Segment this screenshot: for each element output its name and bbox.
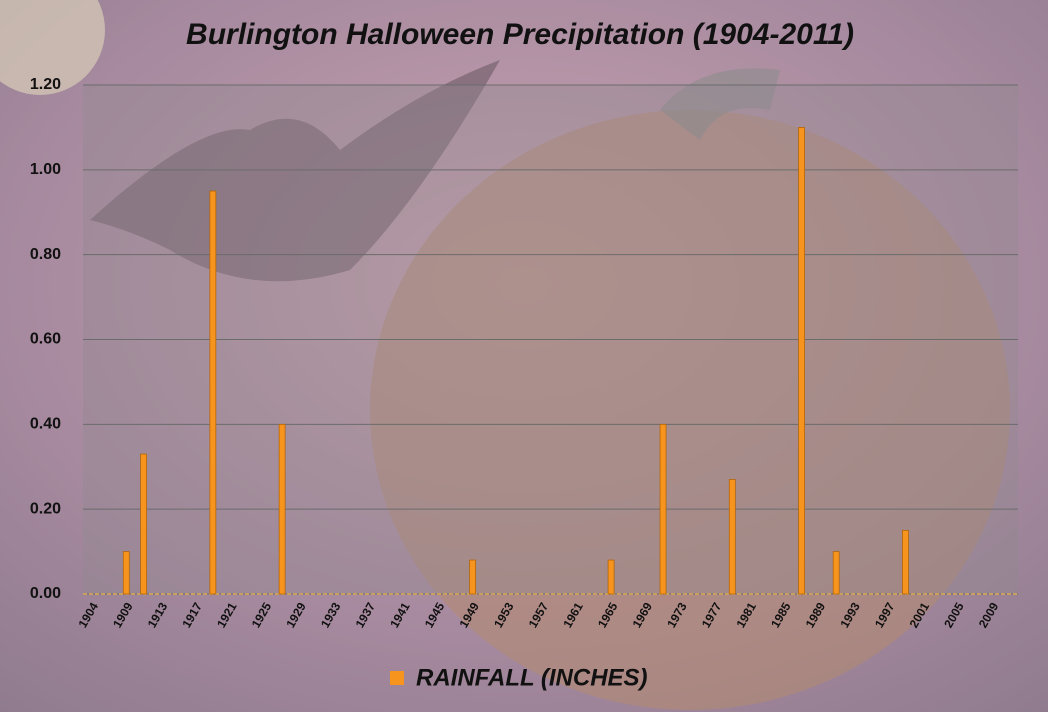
bat [90, 60, 500, 282]
pumpkin-stem [660, 68, 780, 140]
y-tick-label: 0.80 [30, 246, 61, 263]
bar [607, 559, 615, 595]
legend-swatch [390, 671, 404, 685]
y-tick-label: 1.20 [30, 76, 61, 93]
bar [659, 423, 667, 595]
y-tick-label: 0.20 [30, 500, 61, 517]
pumpkin [370, 110, 1010, 710]
y-tick-label: 0.40 [30, 416, 61, 433]
bar [209, 190, 217, 595]
bar [798, 127, 805, 595]
bar [902, 529, 909, 595]
legend: RAINFALL (INCHES) [390, 664, 648, 691]
y-tick-label: 0.00 [30, 585, 61, 602]
bar [469, 559, 476, 595]
chart-title: Burlington Halloween Precipitation (1904… [186, 18, 854, 51]
y-tick-label: 1.00 [30, 161, 61, 178]
bar [122, 551, 130, 595]
y-tick-label: 0.60 [30, 331, 61, 348]
moon [0, 0, 105, 95]
bar [832, 551, 840, 595]
bar [728, 479, 736, 595]
bar [140, 453, 148, 595]
legend-label: RAINFALL (INCHES) [416, 664, 648, 691]
bar [278, 423, 286, 595]
